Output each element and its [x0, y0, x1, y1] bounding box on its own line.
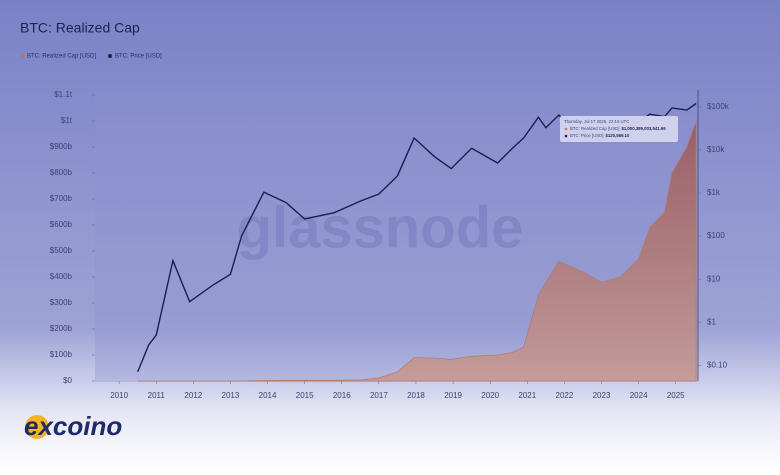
- y-tick-label: $900b: [50, 142, 73, 151]
- x-tick-label: 2012: [184, 391, 202, 400]
- tooltip-box: [560, 116, 678, 142]
- x-tick-label: 2022: [556, 391, 574, 400]
- x-tick-label: 2020: [481, 391, 499, 400]
- y-tick-label: $700b: [50, 194, 73, 203]
- y-tick-label: $400b: [50, 272, 73, 281]
- y2-tick-label: $1k: [707, 188, 721, 197]
- y-tick-label: $500b: [50, 246, 73, 255]
- tooltip-value: $1,000,389,003,541.69: [621, 126, 666, 131]
- y2-tick-label: $100k: [707, 102, 730, 111]
- tooltip-label: BTC: Realized Cap [USD]: [570, 126, 619, 131]
- x-tick-label: 2017: [370, 391, 388, 400]
- y2-tick-label: $10: [707, 274, 721, 283]
- legend-marker: [108, 54, 113, 58]
- tooltip-value: $120,569.10: [605, 133, 630, 138]
- y-tick-label: $800b: [50, 168, 73, 177]
- x-tick-label: 2015: [296, 391, 314, 400]
- tooltip-marker: [564, 134, 568, 138]
- x-tick-label: 2011: [148, 391, 166, 400]
- realized-cap-area: [137, 120, 697, 382]
- y-tick-label: $0: [63, 376, 72, 385]
- y2-tick-label: $10k: [707, 145, 725, 154]
- chart-title: BTC: Realized Cap: [20, 20, 140, 36]
- x-tick-label: 2014: [259, 391, 277, 400]
- legend-label: BTC: Price [USD]: [115, 54, 162, 60]
- x-tick-label: 2016: [333, 391, 351, 400]
- x-tick-label: 2025: [667, 391, 685, 400]
- y-tick-label: $200b: [50, 324, 73, 333]
- y2-tick-label: $0.10: [707, 360, 728, 369]
- x-tick-label: 2024: [630, 391, 648, 400]
- x-tick-label: 2010: [110, 391, 128, 400]
- y2-tick-label: $100: [707, 231, 725, 240]
- x-tick-label: 2013: [222, 391, 240, 400]
- y-tick-label: $1.1t: [54, 90, 73, 99]
- logo: excoino: [24, 411, 122, 441]
- legend-marker: [20, 54, 24, 58]
- y-tick-label: $1t: [61, 116, 73, 125]
- x-tick-label: 2021: [518, 391, 536, 400]
- legend-label: BTC: Realized Cap [USD]: [27, 54, 96, 60]
- y-tick-label: $100b: [50, 350, 73, 359]
- x-tick-label: 2018: [407, 391, 425, 400]
- y2-tick-label: $1: [707, 317, 716, 326]
- tooltip-marker: [564, 127, 568, 131]
- x-tick-label: 2023: [593, 391, 611, 400]
- y-tick-label: $300b: [50, 298, 73, 307]
- y-tick-label: $600b: [50, 220, 73, 229]
- logo-icon: [25, 415, 49, 439]
- tooltip-title: Thursday, Jul 17 2025, 22:15 UTC: [564, 119, 629, 124]
- tooltip-label: BTC: Price [USD]: [570, 133, 603, 138]
- watermark: glassnode: [237, 195, 524, 260]
- x-tick-label: 2019: [444, 391, 462, 400]
